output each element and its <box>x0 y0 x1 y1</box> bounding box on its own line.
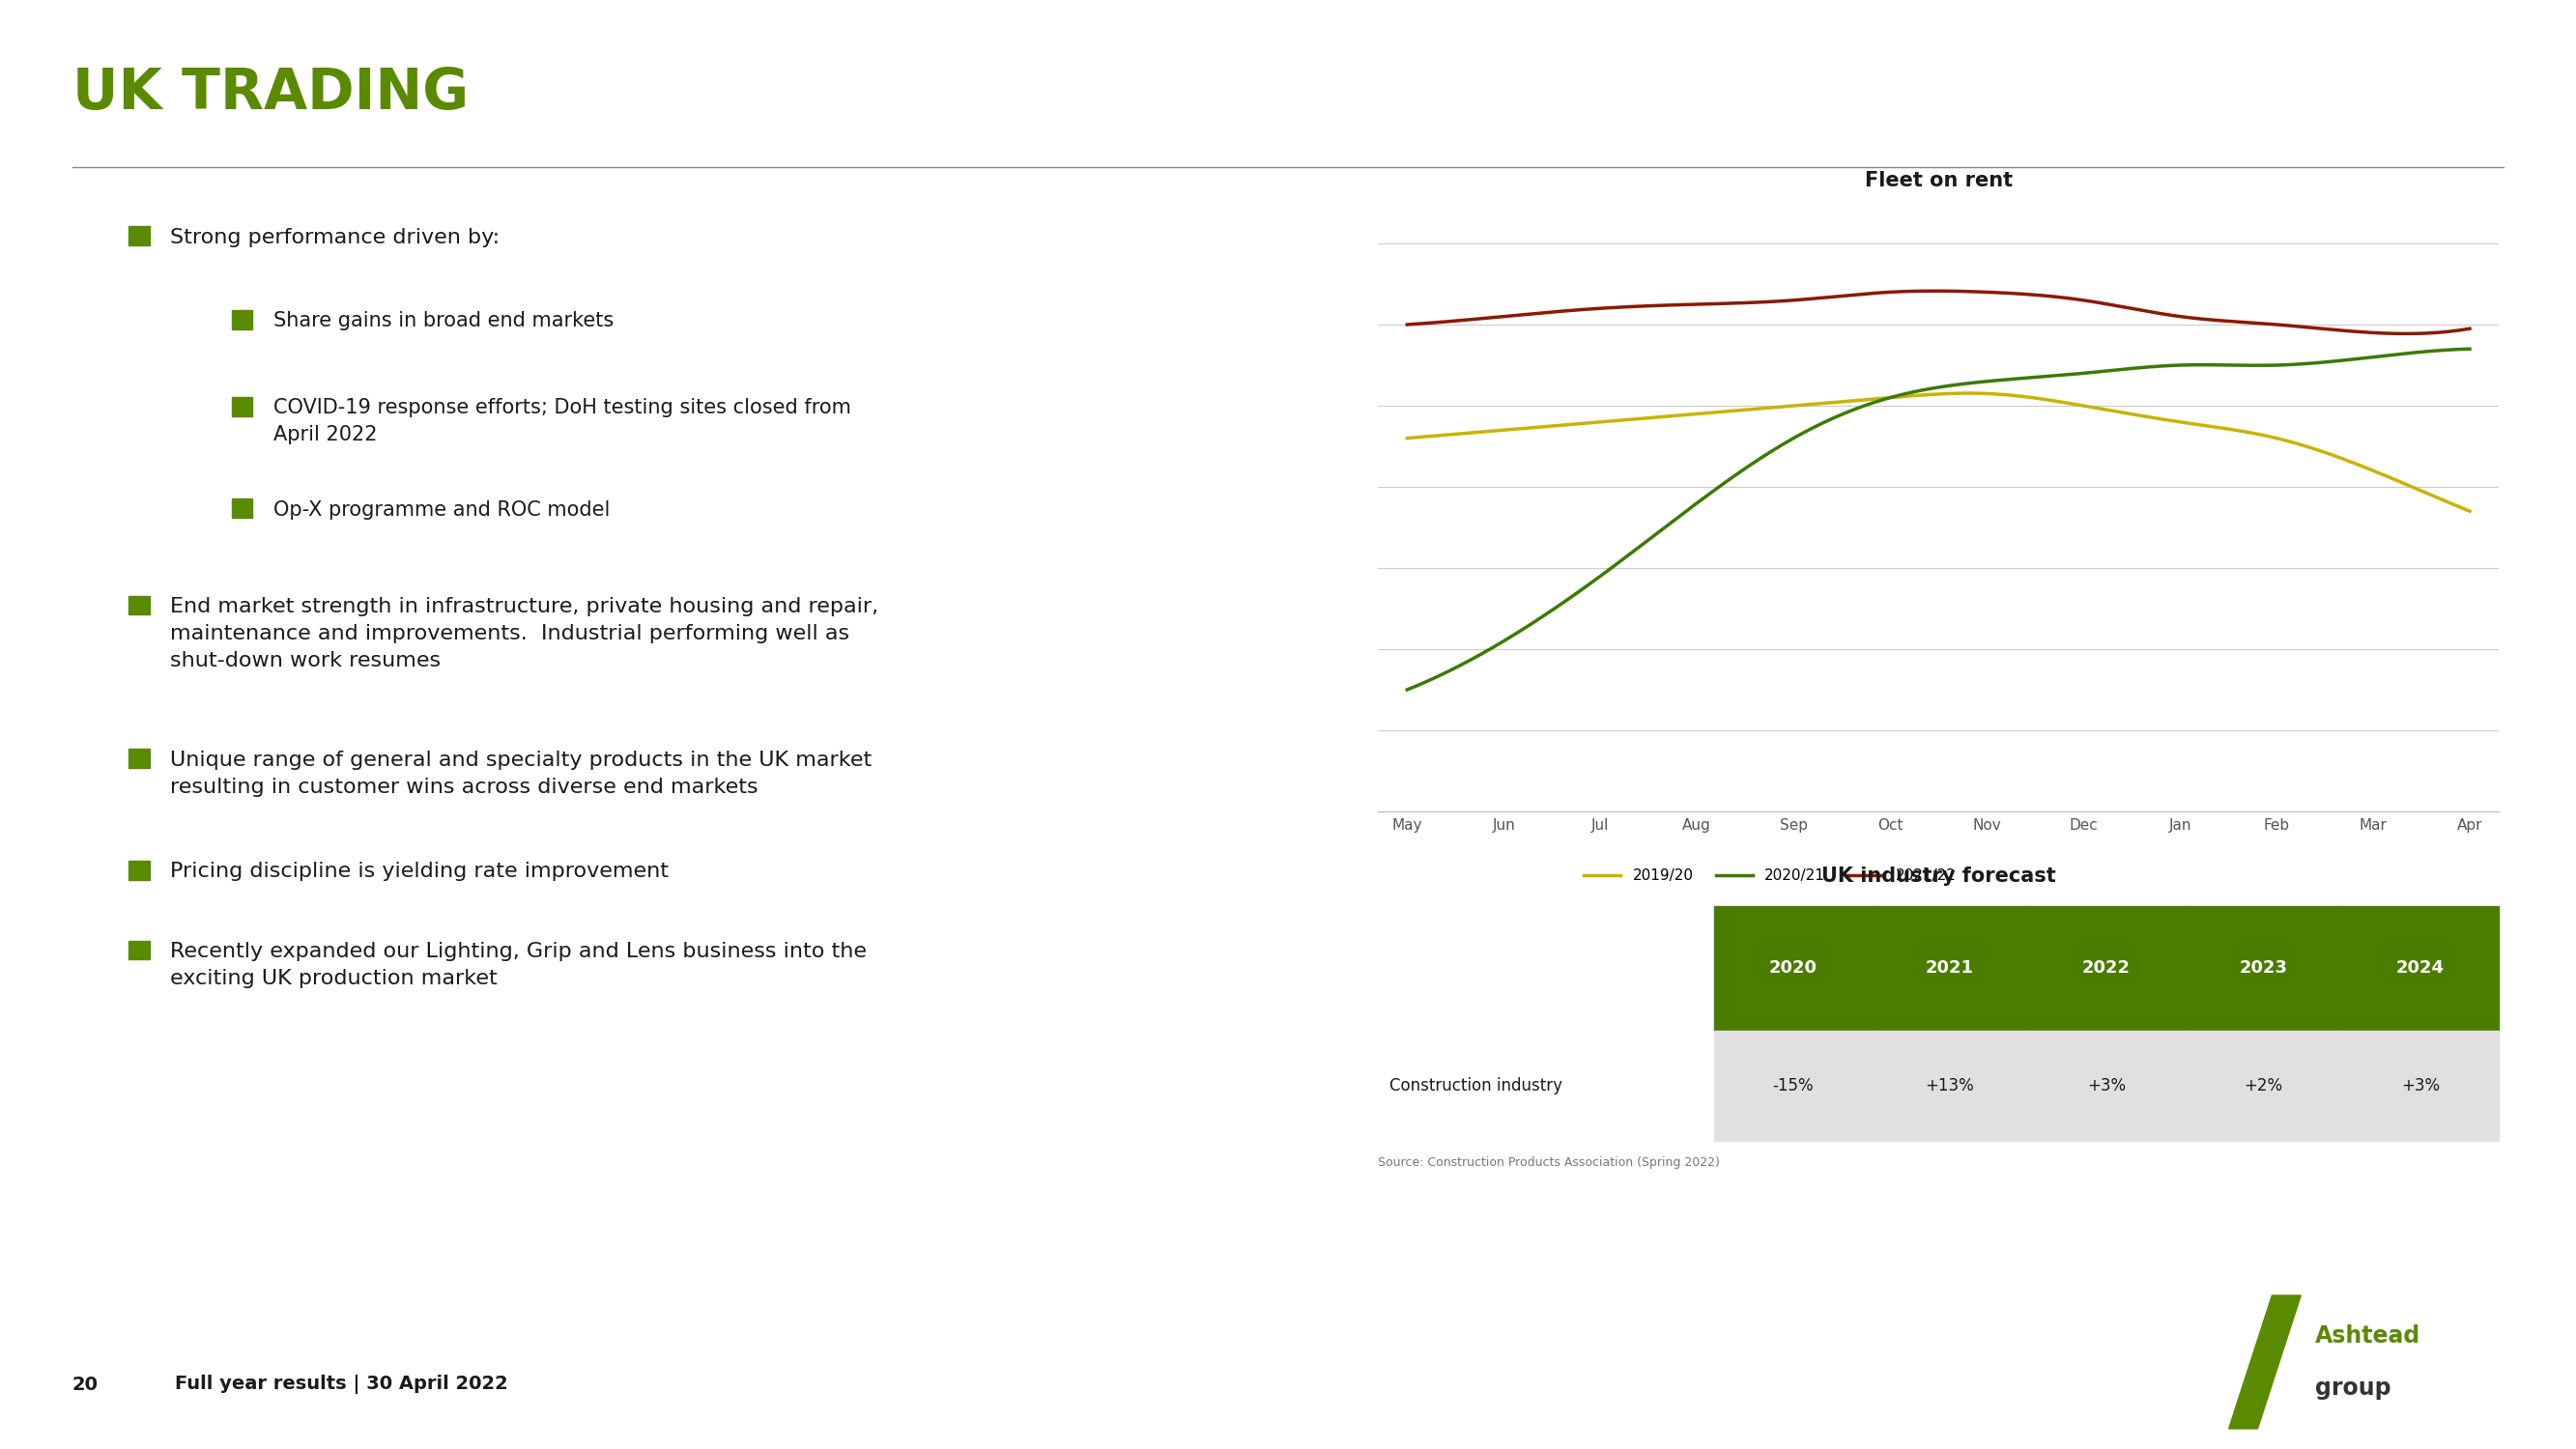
Legend: 2019/20, 2020/21, 2021/22: 2019/20, 2020/21, 2021/22 <box>1579 864 1963 890</box>
Bar <box>1870 1032 2027 1140</box>
Bar <box>1716 906 1870 1032</box>
Text: Pricing discipline is yielding rate improvement: Pricing discipline is yielding rate impr… <box>170 862 670 881</box>
Text: Ashtead: Ashtead <box>2316 1324 2421 1348</box>
Text: Recently expanded our Lighting, Grip and Lens business into the
exciting UK prod: Recently expanded our Lighting, Grip and… <box>170 942 866 988</box>
Text: Construction industry: Construction industry <box>1388 1077 1561 1094</box>
Text: Source: Construction Products Association (Spring 2022): Source: Construction Products Associatio… <box>1378 1156 1721 1169</box>
Bar <box>2342 1032 2499 1140</box>
Text: +3%: +3% <box>2401 1077 2439 1094</box>
Title: Fleet on rent: Fleet on rent <box>1865 171 2012 191</box>
Bar <box>2342 906 2499 1032</box>
Text: UK industry forecast: UK industry forecast <box>1821 867 2056 885</box>
Text: UK TRADING: UK TRADING <box>72 65 469 120</box>
Polygon shape <box>2228 1295 2300 1429</box>
Text: Full year results | 30 April 2022: Full year results | 30 April 2022 <box>175 1375 507 1394</box>
Text: +2%: +2% <box>2244 1077 2282 1094</box>
Bar <box>2027 906 2184 1032</box>
Text: 2021: 2021 <box>1924 959 1973 977</box>
Text: 2023: 2023 <box>2239 959 2287 977</box>
Text: 2024: 2024 <box>2396 959 2445 977</box>
Text: Strong performance driven by:: Strong performance driven by: <box>170 227 500 246</box>
Bar <box>2027 1032 2184 1140</box>
Text: -15%: -15% <box>1772 1077 1814 1094</box>
Text: 2020: 2020 <box>1770 959 1816 977</box>
Text: 20: 20 <box>72 1375 98 1394</box>
Text: COVID-19 response efforts; DoH testing sites closed from
April 2022: COVID-19 response efforts; DoH testing s… <box>273 398 850 445</box>
Text: 2022: 2022 <box>2081 959 2130 977</box>
Text: Unique range of general and specialty products in the UK market
resulting in cus: Unique range of general and specialty pr… <box>170 751 871 797</box>
Text: +13%: +13% <box>1924 1077 1973 1094</box>
Bar <box>1870 906 2027 1032</box>
Bar <box>1716 1032 1870 1140</box>
Bar <box>2184 1032 2342 1140</box>
Text: group: group <box>2316 1377 2391 1400</box>
Text: Share gains in broad end markets: Share gains in broad end markets <box>273 312 613 330</box>
Text: +3%: +3% <box>2087 1077 2125 1094</box>
Text: End market strength in infrastructure, private housing and repair,
maintenance a: End market strength in infrastructure, p… <box>170 597 878 671</box>
Bar <box>2184 906 2342 1032</box>
Text: Op-X programme and ROC model: Op-X programme and ROC model <box>273 500 611 519</box>
